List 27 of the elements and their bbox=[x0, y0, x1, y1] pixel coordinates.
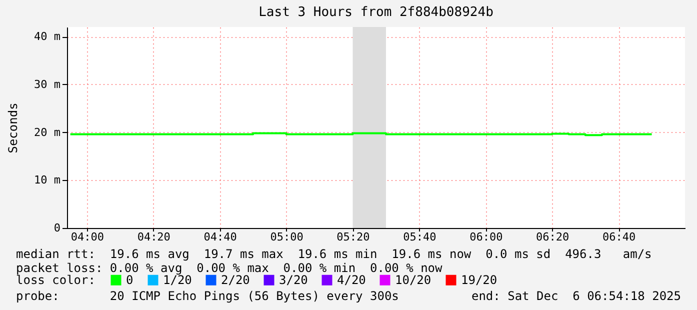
x-tick-label: 04:40 bbox=[204, 230, 237, 244]
legend-label: 0 bbox=[126, 273, 134, 288]
legend-label: 10/20 bbox=[395, 273, 432, 288]
text: median rtt: 19.6 ms avg 19.7 ms max 19.6 ms min 19.6 ms now 0.0 ms sd 496.3 am/s bbox=[16, 247, 652, 261]
x-tick-label: 05:00 bbox=[270, 230, 304, 244]
x-tick-label: 05:20 bbox=[336, 230, 370, 244]
legend-label: 3/20 bbox=[279, 273, 308, 288]
x-tick-label: 05:40 bbox=[403, 230, 436, 244]
legend-label: 2/20 bbox=[221, 273, 250, 288]
x-tick-label: 06:20 bbox=[536, 230, 570, 244]
x-tick-label: 04:20 bbox=[137, 230, 170, 244]
y-axis-title: Seconds bbox=[6, 102, 20, 154]
legend-label: 19/20 bbox=[461, 273, 498, 288]
x-tick-label: 06:00 bbox=[470, 230, 503, 244]
y-tick-label: 40 m bbox=[34, 30, 61, 44]
y-tick-label: 20 m bbox=[34, 126, 61, 139]
y-tick-label: 10 m bbox=[34, 174, 61, 187]
legend-label: 4/20 bbox=[337, 273, 366, 288]
x-tick-label: 04:00 bbox=[70, 230, 104, 244]
y-tick-label: 0 bbox=[54, 222, 60, 234]
chart-title: Last 3 Hours from 2f884b08924b bbox=[258, 5, 494, 20]
legend-title: loss color: bbox=[16, 273, 96, 287]
x-tick-label: 06:40 bbox=[602, 230, 636, 244]
y-tick-label: 30 m bbox=[34, 78, 61, 91]
text: probe: 20 ICMP Echo Pings (56 Bytes) every 300s bbox=[16, 289, 399, 303]
text: packet loss: 0.00 % avg 0.00 % max 0.00 % min 0.00 % now bbox=[16, 261, 442, 275]
text: end: Sat Dec 6 06:54:18 2025 bbox=[471, 289, 681, 303]
